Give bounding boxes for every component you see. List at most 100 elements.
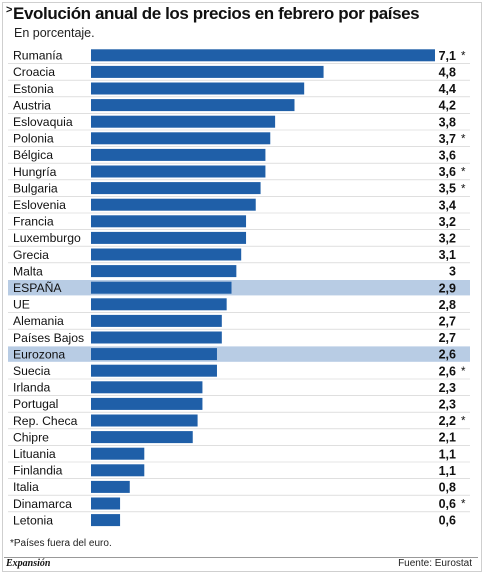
bar: [91, 281, 232, 294]
bar: [91, 464, 145, 477]
value-label: 2,9: [439, 281, 456, 295]
value-label: 3,8: [439, 115, 456, 129]
category-label: Letonia: [13, 513, 53, 527]
non-euro-asterisk: *: [461, 167, 466, 179]
category-label: Finlandia: [13, 464, 63, 478]
bar: [91, 480, 130, 493]
bar: [91, 65, 324, 78]
bar: [91, 381, 203, 394]
value-label: 2,8: [439, 298, 456, 312]
bar: [91, 414, 198, 427]
footnote: *Países fuera del euro.: [10, 538, 112, 549]
bar: [91, 115, 276, 128]
category-label: Irlanda: [13, 381, 50, 395]
brand-logo: Expansión: [6, 558, 51, 569]
category-label: Bulgaria: [13, 181, 58, 195]
value-label: 2,3: [439, 398, 456, 412]
bar: [91, 49, 435, 62]
bar: [91, 215, 247, 228]
category-label: Eslovenia: [13, 198, 66, 212]
value-label: 3,1: [439, 248, 456, 262]
value-label: 2,7: [439, 331, 456, 345]
value-label: 3,6: [439, 165, 456, 179]
chart-title: >Evolución anual de los precios en febre…: [6, 4, 420, 24]
bar: [91, 431, 193, 444]
category-label: Malta: [13, 264, 43, 278]
value-label: 1,1: [439, 447, 456, 461]
non-euro-asterisk: *: [461, 134, 466, 146]
category-label: Países Bajos: [13, 331, 84, 345]
bar-chart-svg: Rumanía 7,1 * Croacia 4,8 Estonia 4,4 Austria 4,…: [8, 49, 470, 528]
category-label: Francia: [13, 215, 54, 229]
value-label: 4,4: [439, 82, 456, 96]
value-label: 2,1: [439, 431, 456, 445]
value-label: 2,6: [439, 364, 456, 378]
value-label: 3: [449, 265, 456, 279]
non-euro-asterisk: *: [461, 499, 466, 511]
value-label: 0,6: [439, 514, 456, 528]
bar: [91, 298, 227, 311]
bar-chart: Rumanía 7,1 * Croacia 4,8 Estonia 4,4 Austria 4,…: [0, 47, 484, 533]
value-label: 3,2: [439, 232, 456, 246]
category-label: Alemania: [13, 314, 64, 328]
category-label: Estonia: [13, 82, 54, 96]
non-euro-asterisk: *: [461, 183, 466, 195]
bar: [91, 314, 222, 327]
bar: [91, 348, 217, 361]
category-label: Chipre: [13, 430, 49, 444]
bar: [91, 231, 247, 244]
value-label: 3,4: [439, 198, 456, 212]
value-label: 3,2: [439, 215, 456, 229]
category-label: Bélgica: [13, 148, 53, 162]
bar: [91, 331, 222, 344]
bar: [91, 198, 256, 211]
bar: [91, 148, 266, 161]
non-euro-asterisk: *: [461, 416, 466, 428]
chart-subtitle: En porcentaje.: [14, 26, 95, 40]
value-label: 0,8: [439, 481, 456, 495]
category-label: Portugal: [13, 397, 58, 411]
category-label: UE: [13, 298, 30, 312]
title-caret: >: [6, 4, 13, 16]
bar: [91, 99, 295, 112]
category-label: Eslovaquia: [13, 115, 73, 129]
category-label: Rumanía: [13, 49, 63, 63]
value-label: 4,8: [439, 66, 456, 80]
value-label: 2,2: [439, 414, 456, 428]
value-label: 3,6: [439, 149, 456, 163]
category-label: Suecia: [13, 364, 50, 378]
category-label: Italia: [13, 480, 39, 494]
footer-divider: [4, 557, 478, 558]
category-label: Croacia: [13, 65, 55, 79]
value-label: 2,6: [439, 348, 456, 362]
bar: [91, 248, 242, 261]
bar: [91, 165, 266, 178]
bar: [91, 265, 237, 278]
value-label: 1,1: [439, 464, 456, 478]
category-label: Luxemburgo: [13, 231, 81, 245]
bar: [91, 364, 217, 377]
category-label: Dinamarca: [13, 497, 72, 511]
category-label: Rep. Checa: [13, 414, 78, 428]
bar: [91, 497, 121, 510]
bar: [91, 397, 203, 410]
highlight-band: [8, 280, 470, 296]
value-label: 3,5: [439, 182, 456, 196]
category-label: Eurozona: [13, 347, 65, 361]
source-note: Fuente: Eurostat: [398, 558, 472, 569]
non-euro-asterisk: *: [461, 366, 466, 378]
category-label: Austria: [13, 98, 51, 112]
chart-title-text: Evolución anual de los precios en febrer…: [13, 4, 420, 23]
highlight-band: [8, 346, 470, 362]
category-label: ESPAÑA: [13, 281, 62, 295]
category-label: Lituania: [13, 447, 56, 461]
bar: [91, 514, 121, 527]
value-label: 2,7: [439, 315, 456, 329]
bar: [91, 132, 271, 145]
value-label: 2,3: [439, 381, 456, 395]
bar: [91, 447, 145, 460]
category-label: Polonia: [13, 132, 54, 146]
category-label: Hungría: [13, 165, 57, 179]
category-label: Grecia: [13, 248, 49, 262]
bar: [91, 182, 261, 195]
